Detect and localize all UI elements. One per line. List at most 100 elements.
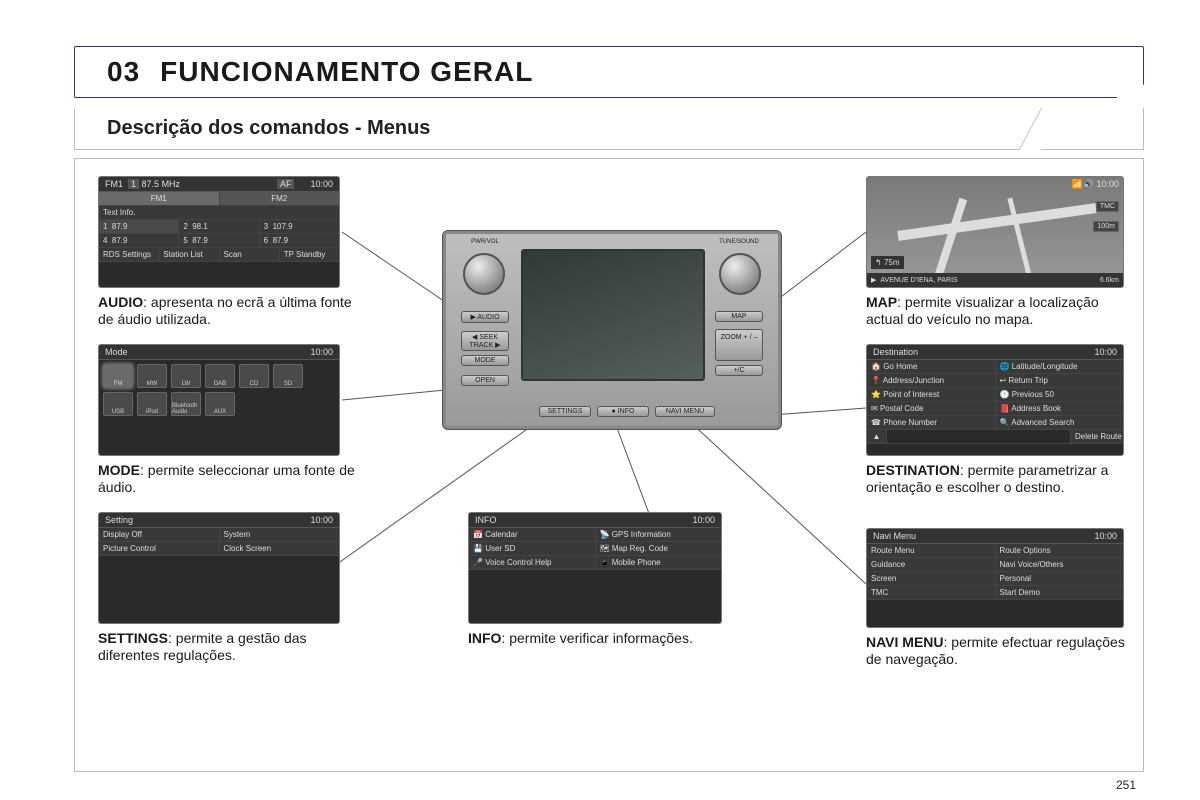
device-button-plus-c[interactable]: +/C xyxy=(715,365,763,376)
dest-address[interactable]: 📍 Address/Junction xyxy=(867,374,996,387)
audio-tab-fm1[interactable]: FM1 xyxy=(99,192,220,205)
caption-info-label: INFO xyxy=(468,630,501,646)
device-button-seek[interactable]: ◀ SEEK TRACK ▶ xyxy=(461,331,509,351)
dest-gohome[interactable]: 🏠 Go Home xyxy=(867,360,996,373)
preset-3[interactable]: 3 107.9 xyxy=(260,220,339,233)
caption-mode: MODE: permite seleccionar uma fonte de á… xyxy=(98,462,358,496)
audio-af-badge: AF xyxy=(277,179,295,189)
caption-navimenu-label: NAVI MENU xyxy=(866,634,944,650)
mode-screen-thumb: Mode 10:00 FM MW LW DAB CD SD USB iPod B… xyxy=(98,344,340,456)
audio-tab-fm2[interactable]: FM2 xyxy=(220,192,340,205)
audio-btn-rds[interactable]: RDS Settings xyxy=(99,248,159,261)
tune-sound-knob[interactable] xyxy=(719,253,761,295)
map-street-bar: ▶AVENUE D'IENA, PARIS 6.6km xyxy=(867,273,1123,287)
info-item-usersd[interactable]: 💾 User SD xyxy=(469,542,596,555)
device-screen xyxy=(521,249,705,381)
device-button-open[interactable]: OPEN xyxy=(461,375,509,386)
info-title: INFO xyxy=(475,515,497,525)
audio-band: FM1 xyxy=(105,179,123,189)
dest-title: Destination xyxy=(873,347,918,357)
caption-navimenu: NAVI MENU: permite efectuar regulações d… xyxy=(866,634,1126,668)
navi-route-options[interactable]: Route Options xyxy=(996,544,1124,557)
clock: 10:00 xyxy=(1094,531,1117,541)
navi-route-menu[interactable]: Route Menu xyxy=(867,544,996,557)
navi-screen[interactable]: Screen xyxy=(867,572,996,585)
destination-screen-thumb: Destination 10:00 🏠 Go Home 🌐 Latitude/L… xyxy=(866,344,1124,456)
chapter-name: FUNCIONAMENTO GERAL xyxy=(160,56,533,87)
navi-startdemo[interactable]: Start Demo xyxy=(996,586,1124,599)
map-street: AVENUE D'IENA, PARIS xyxy=(880,277,957,284)
setting-item-system[interactable]: System xyxy=(220,528,340,541)
audio-btn-stationlist[interactable]: Station List xyxy=(159,248,219,261)
dest-addrbook[interactable]: 📕 Address Book xyxy=(996,402,1124,415)
mode-src-fm[interactable]: FM xyxy=(103,364,133,388)
info-item-mapreg[interactable]: 🗺 Map Reg. Code xyxy=(596,542,722,555)
device-button-zoom[interactable]: ZOOM + / – xyxy=(715,329,763,361)
preset-5[interactable]: 5 87.9 xyxy=(179,234,259,247)
info-item-voice[interactable]: 🎤 Voice Control Help xyxy=(469,556,596,569)
dest-phone[interactable]: ☎ Phone Number xyxy=(867,416,996,429)
mode-src-ipod[interactable]: iPod xyxy=(137,392,167,416)
mode-source-grid: FM MW LW DAB CD SD USB iPod Bluetooth Au… xyxy=(99,360,339,420)
page-number: 251 xyxy=(1116,778,1136,792)
mode-src-cd[interactable]: CD xyxy=(239,364,269,388)
knob-label-power: PWR/VOL xyxy=(465,239,505,245)
device-button-settings[interactable]: SETTINGS xyxy=(539,406,591,417)
knob-label-tune: TUNE/SOUND xyxy=(719,239,759,245)
setting-item-clockscreen[interactable]: Clock Screen xyxy=(220,542,340,555)
power-volume-knob[interactable] xyxy=(463,253,505,295)
navi-voice[interactable]: Navi Voice/Others xyxy=(996,558,1124,571)
mode-src-lw[interactable]: LW xyxy=(171,364,201,388)
clock: 10:00 xyxy=(310,515,333,525)
info-item-calendar[interactable]: 📅 Calendar xyxy=(469,528,596,541)
caption-info: INFO: permite verificar informações. xyxy=(468,630,768,647)
navi-tmc[interactable]: TMC xyxy=(867,586,996,599)
preset-6[interactable]: 6 87.9 xyxy=(260,234,339,247)
map-scale-badge: 100m xyxy=(1093,221,1119,232)
preset-1[interactable]: 1 87.9 xyxy=(99,220,179,233)
navi-guidance[interactable]: Guidance xyxy=(867,558,996,571)
device-button-info[interactable]: ● INFO xyxy=(597,406,649,417)
device-button-audio[interactable]: ▶ AUDIO xyxy=(461,311,509,323)
mode-src-sd[interactable]: SD xyxy=(273,364,303,388)
mode-src-dab[interactable]: DAB xyxy=(205,364,235,388)
info-screen-thumb: INFO 10:00 📅 Calendar 📡 GPS Information … xyxy=(468,512,722,624)
caption-audio: AUDIO: apresenta no ecrã a última fonte … xyxy=(98,294,358,328)
mode-src-bt[interactable]: Bluetooth Audio xyxy=(171,392,201,416)
setting-screen-thumb: Setting 10:00 Display Off System Picture… xyxy=(98,512,340,624)
audio-screen-thumb: FM1 1 87.5 MHz AF10:00 FM1 FM2 Text Info… xyxy=(98,176,340,288)
audio-btn-scan[interactable]: Scan xyxy=(220,248,280,261)
audio-freq: 87.5 MHz xyxy=(142,179,181,189)
info-item-mobile[interactable]: 📱 Mobile Phone xyxy=(596,556,722,569)
dest-postal[interactable]: ✉ Postal Code xyxy=(867,402,996,415)
mode-title: Mode xyxy=(105,347,128,357)
audio-btn-tpstandby[interactable]: TP Standby xyxy=(280,248,339,261)
navi-personal[interactable]: Personal xyxy=(996,572,1124,585)
dest-prev50[interactable]: 🕑 Previous 50 xyxy=(996,388,1124,401)
mode-src-mw[interactable]: MW xyxy=(137,364,167,388)
map-remaining: 6.6km xyxy=(1100,277,1119,284)
preset-2[interactable]: 2 98.1 xyxy=(179,220,259,233)
device-button-navimenu[interactable]: NAVI MENU xyxy=(655,406,715,417)
dest-poi[interactable]: ⭐ Point of Interest xyxy=(867,388,996,401)
caption-info-text: : permite verificar informações. xyxy=(501,630,692,646)
mode-src-usb[interactable]: USB xyxy=(103,392,133,416)
clock: 📶🔊 10:00 xyxy=(1072,179,1119,190)
map-tmc-badge: TMC xyxy=(1096,201,1119,212)
device-button-map[interactable]: MAP xyxy=(715,311,763,322)
dest-delete-route[interactable]: Delete Route xyxy=(1071,430,1123,443)
dest-latlong[interactable]: 🌐 Latitude/Longitude xyxy=(996,360,1124,373)
mode-src-aux[interactable]: AUX xyxy=(205,392,235,416)
caption-dest-label: DESTINATION xyxy=(866,462,960,478)
device-button-mode[interactable]: MODE xyxy=(461,355,509,366)
setting-item-picture[interactable]: Picture Control xyxy=(99,542,220,555)
setting-item-displayoff[interactable]: Display Off xyxy=(99,528,220,541)
info-item-gps[interactable]: 📡 GPS Information xyxy=(596,528,722,541)
map-turn-icon: ↰ 75m xyxy=(871,256,904,269)
dest-advsearch[interactable]: 🔍 Advanced Search xyxy=(996,416,1124,429)
clock: 10:00 xyxy=(310,179,333,189)
caption-mode-label: MODE xyxy=(98,462,140,478)
dest-return[interactable]: ↩ Return Trip xyxy=(996,374,1124,387)
preset-4[interactable]: 4 87.9 xyxy=(99,234,179,247)
audio-text-info: Text Info. xyxy=(99,206,339,219)
